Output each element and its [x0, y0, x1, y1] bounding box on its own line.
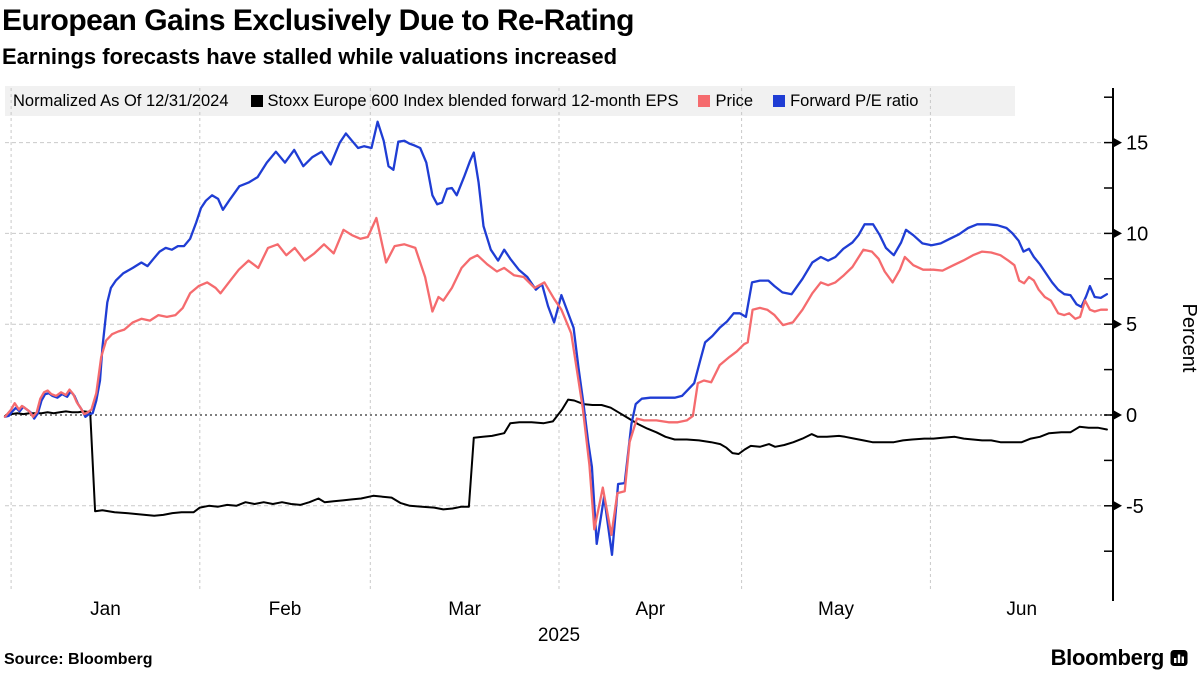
bloomberg-brand: Bloomberg: [1051, 645, 1188, 671]
svg-text:Percent: Percent: [1178, 304, 1200, 373]
legend-item-pe-label: Forward P/E ratio: [790, 91, 919, 110]
legend-item-eps: Stoxx Europe 600 Index blended forward 1…: [250, 91, 679, 111]
svg-text:Feb: Feb: [269, 599, 302, 620]
legend-item-eps-label: Stoxx Europe 600 Index blended forward 1…: [267, 91, 679, 110]
svg-text:15: 15: [1126, 133, 1148, 155]
bloomberg-logo-icon: [1170, 649, 1188, 667]
svg-text:-5: -5: [1126, 496, 1144, 518]
svg-text:Jun: Jun: [1006, 599, 1037, 620]
svg-text:Apr: Apr: [636, 599, 666, 620]
pe-legend-swatch-icon: [773, 95, 786, 107]
page-subtitle: Earnings forecasts have stalled while va…: [2, 44, 618, 69]
bloomberg-wordmark: Bloomberg: [1050, 645, 1165, 670]
eps-legend-swatch-icon: [250, 95, 263, 107]
svg-text:Mar: Mar: [448, 599, 481, 620]
svg-text:Jan: Jan: [90, 599, 121, 620]
legend-item-price: Price: [698, 92, 753, 111]
svg-text:May: May: [818, 599, 854, 620]
legend-item-price-label: Price: [715, 91, 754, 110]
page-title: European Gains Exclusively Due to Re-Rat…: [2, 4, 635, 37]
svg-text:2025: 2025: [538, 625, 580, 646]
svg-text:5: 5: [1126, 314, 1137, 336]
price-legend-swatch-icon: [698, 95, 711, 107]
svg-text:0: 0: [1126, 405, 1137, 427]
chart-legend: Normalized As Of 12/31/2024 Stoxx Europe…: [5, 86, 1015, 116]
legend-note: Normalized As Of 12/31/2024: [13, 91, 229, 110]
source-attribution: Source: Bloomberg: [4, 651, 153, 668]
svg-text:10: 10: [1126, 223, 1148, 245]
legend-item-pe: Forward P/E ratio: [773, 92, 918, 111]
